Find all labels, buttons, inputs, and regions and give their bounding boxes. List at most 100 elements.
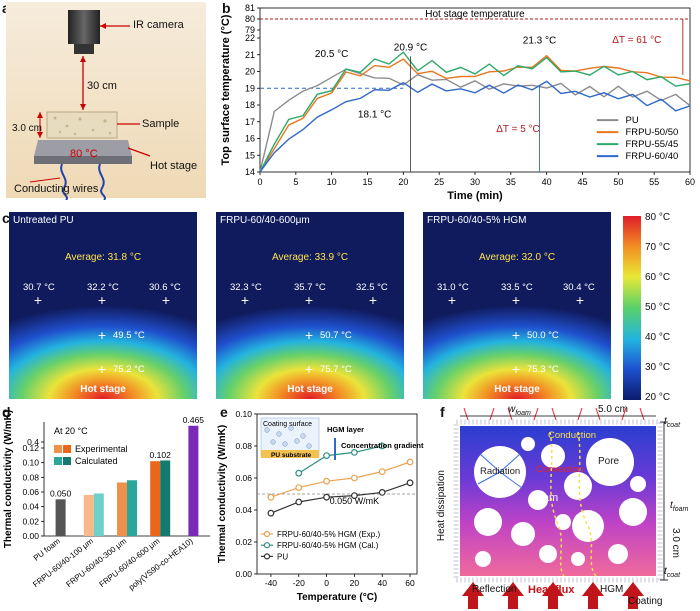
y-tick-label-d: 0.06 [22,487,39,497]
crosshair-icon: + [97,292,107,308]
average-temp-label: Average: 32.0 °C [478,252,556,263]
hgm-sphere [288,425,294,431]
x-tick-label-b: 5 [293,177,298,187]
y-tick-label-d: 0.08 [22,472,39,482]
colorbar-tick-label: 30 °C [645,362,671,373]
category-label-d: FRPU-60/40-100 μm [31,536,95,589]
radiation-label: Radiation [480,466,521,477]
thickness-label: 3.0 cm [12,123,43,134]
legend-swatch-d [63,457,71,465]
hot-stage-body [34,140,132,156]
ir-image-title: FRPU-60/40-5% HGM [427,215,527,226]
inset-substrate-label: PU substrate [271,452,311,459]
data-point-e [295,484,303,491]
x-tick-label-b: 50 [613,177,623,187]
data-point-e [406,458,414,466]
hot-stage-ref-label: Hot stage temperature [425,9,525,20]
hot-stage-label: Hot stage [150,160,198,172]
temp-point-left: 32.3 °C [230,282,262,293]
conductivity-bar-chart: 0.00 0.02 0.04 0.06 0.08 0.10 0.120.4 Thermal c… [3,410,210,592]
legend-label-e: FRPU-60/40-5% HGM (Cal.) [277,541,379,550]
t-coat-label-bottom: tcoat [664,566,681,579]
x-tick-label-b: 15 [362,177,372,187]
inset-coating-label: Coating surface [263,421,312,428]
temp-point-bottom: 75.2 °C [113,364,145,375]
x-tick-label-b: 20 [398,177,408,187]
x-tick-label-e: -20 [293,578,306,588]
x-axis-title-e: Temperature (°C) [297,592,378,603]
height-value: 3.0 cm [670,528,681,559]
y-tick-label-d: 0.00 [22,531,39,541]
colorbar-tick-label: 40 °C [645,332,671,343]
crosshair-icon: + [97,361,107,377]
heat-transfer-schematic [453,407,668,609]
crosshair-icon: + [511,361,521,377]
hgm-sphere [270,439,276,445]
data-point-e [323,477,330,485]
hgm-sphere [300,433,306,439]
y-tick-label-b: 14 [245,167,255,177]
data-point-e [406,479,414,487]
conductivity-temperature-chart: 0.050 W/mK 0.00 0.02 0.04 0.06 0.08 0.10 -40 -20… [217,409,424,603]
distance-label: 30 cm [87,80,117,92]
x-tick-label-b: 40 [542,177,552,187]
y-tick-label-d: 0.02 [22,516,39,526]
condition-label: At 20 °C [54,426,88,436]
category-label-d: FRPU-60/40-600 μm [98,536,162,589]
x-axis-title-b: Time (min) [447,190,503,202]
panel-d-label: d [2,404,11,420]
y-tick-label-b: 80 [245,14,255,24]
peak-annotation: 18.1 °C [358,109,391,120]
convection-label: Convection [536,464,584,475]
crosshair-icon: + [511,327,521,343]
data-point-e [378,442,386,450]
y-tick-label-d: 0.12 [22,443,39,453]
category-label-d: FRPU-60/40-300 μm [64,536,128,589]
hgm-sphere [264,427,270,433]
series-line-pu [259,68,691,173]
panel-f-label: f [440,404,445,420]
bar-experimental [150,461,161,536]
x-tick-label-b: 60 [685,177,695,187]
y-tick-label-b: 18 [245,100,255,110]
data-point-e [267,509,275,517]
ir-image-title: Untreated PU [13,215,74,226]
data-point-e [267,493,275,501]
coating-layer [453,419,663,583]
temperature-time-chart: 0 5 10 15 20 25 30 35 40 45 50 55 60 14 15 16 17 18 19 20 21… [220,3,695,202]
y-tick-label-b: 15 [245,150,255,160]
legend-label-b: FRPU-50/50 [626,127,679,138]
substrate-bar [261,450,319,458]
temp-point-left: 31.0 °C [437,282,469,293]
x-tick-label-e: 20 [350,578,360,588]
panel-a-label: a [2,0,10,16]
y-axis-title-d: Thermal conductivity (W/mK) [3,410,14,548]
ir-camera-icon [68,10,100,44]
ir-image-2: FRPU-60/40-600μm Average: 33.9 °C 32.3 °C 3… [216,212,404,399]
series-line-frpu-60-40 [259,80,691,173]
legend-swatch-d [63,445,71,453]
x-tick-label-b: 25 [434,177,444,187]
crosshair-icon: + [575,292,585,308]
inset-box [260,417,320,457]
peak-annotation: 20.9 °C [394,42,427,53]
hot-stage-caption: Hot stage [80,384,126,395]
legend-label-e: FRPU-60/40-5% HGM (Exp.) [277,530,380,539]
y-tick-label-b: 20 [245,67,255,77]
y-tick-label-e: 0.10 [235,409,252,419]
colorbar-tick-label: 80 °C [645,212,671,223]
sample-label: Sample [142,118,180,130]
y-tick-label-d: 0.10 [22,458,39,468]
crosshair-icon: + [97,327,107,343]
bar-calculated [93,493,104,536]
colorbar-tick-label: 60 °C [645,272,671,283]
conducting-wires-label: Conducting wires [14,183,99,195]
ir-camera-label: IR camera [133,19,184,31]
temp-point-right: 30.4 °C [563,282,595,293]
colorbar-tick-label: 20 °C [645,392,671,403]
legend-marker-e [263,530,271,538]
temp-point-middle: 50.7 °C [320,330,352,341]
temp-point-left: 30.7 °C [23,282,55,293]
bar-experimental [188,425,199,536]
y-tick-label-e: 0.04 [235,505,252,515]
